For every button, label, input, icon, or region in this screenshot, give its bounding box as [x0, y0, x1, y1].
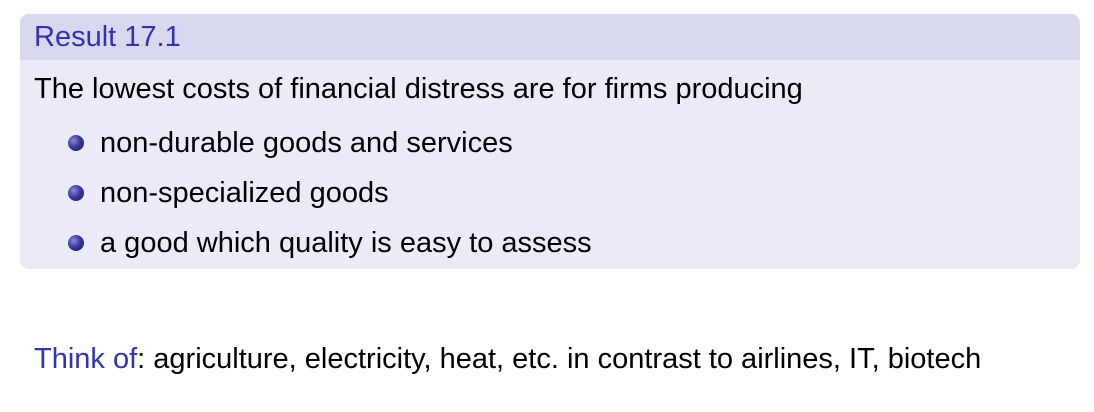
- footer-note-text: : agriculture, electricity, heat, etc. i…: [137, 343, 982, 375]
- footer-note: Think of: agriculture, electricity, heat…: [34, 339, 1074, 379]
- bullet-text: non-durable goods and services: [100, 126, 513, 159]
- result-block: Result 17.1 The lowest costs of financia…: [20, 14, 1080, 269]
- bullet-point-icon: [68, 135, 84, 151]
- result-header: Result 17.1: [20, 14, 1080, 60]
- bullet-point-icon: [68, 235, 84, 251]
- result-body: The lowest costs of financial distress a…: [20, 60, 1080, 268]
- result-intro: The lowest costs of financial distress a…: [34, 73, 803, 105]
- bullet-item: non-specialized goods: [68, 168, 1066, 218]
- bullet-item: a good which quality is easy to assess: [68, 218, 1066, 268]
- bullet-text: non-specialized goods: [100, 176, 389, 209]
- bullet-list: non-durable goods and services non-speci…: [34, 118, 1066, 268]
- bullet-item: non-durable goods and services: [68, 118, 1066, 168]
- bullet-point-icon: [68, 185, 84, 201]
- result-title: Result 17.1: [34, 20, 181, 53]
- bullet-text: a good which quality is easy to assess: [100, 226, 592, 259]
- think-of-label: Think of: [34, 343, 138, 375]
